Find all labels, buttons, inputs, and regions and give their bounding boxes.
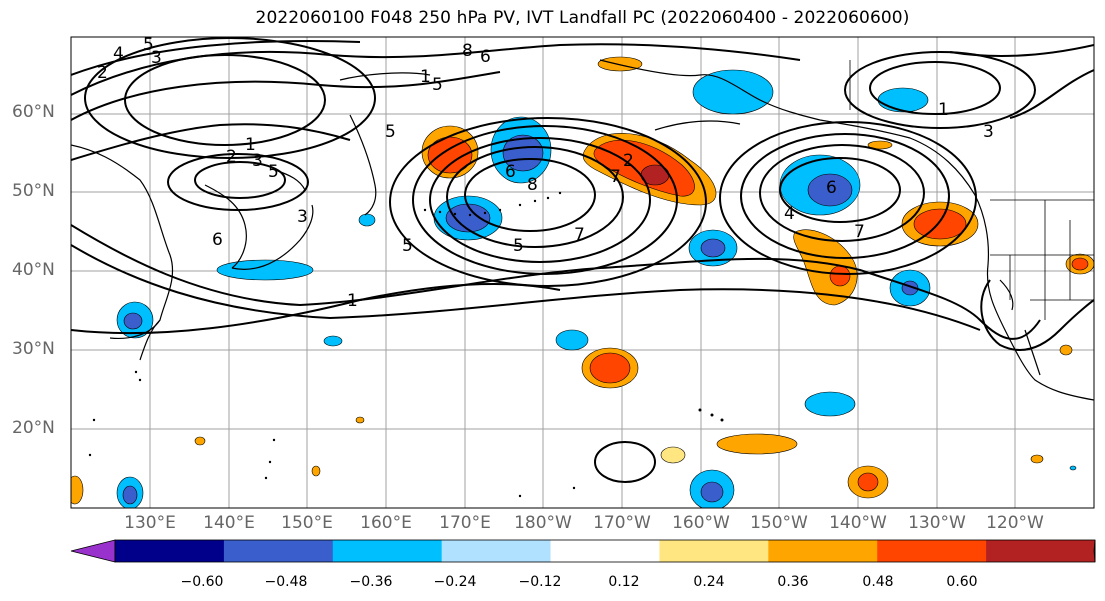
map-panel: 5 4 2 3 8 6 1 5 1 2 3 5 3 6 5 1 8 6 5 7 … <box>71 35 1094 508</box>
colorbar-tick: −0.60 <box>180 574 224 590</box>
contour-labels: 5 4 2 3 8 6 1 5 1 2 3 5 3 6 5 1 8 6 5 7 … <box>97 35 994 311</box>
contour-label: 3 <box>297 207 308 227</box>
positive-anomaly-patches <box>71 56 1094 505</box>
contour-label: 5 <box>268 162 279 182</box>
lat-label-40n: 40°N <box>12 260 55 280</box>
contour-label: 5 <box>513 236 524 256</box>
lat-label-50n: 50°N <box>12 181 55 201</box>
colorbar-tick: 0.48 <box>862 574 894 590</box>
contour-label: 4 <box>113 44 124 64</box>
contour-label: 5 <box>432 75 443 95</box>
contour-label: 7 <box>610 167 621 187</box>
colorbar-segment <box>550 540 660 562</box>
contour-label: 6 <box>505 162 516 182</box>
lat-label-30n: 30°N <box>12 339 55 359</box>
lon-label: 160°E <box>360 513 412 533</box>
colorbar-tick: −0.24 <box>433 574 477 590</box>
lon-label: 130°W <box>908 513 966 533</box>
colorbar-tick: 0.12 <box>608 574 640 590</box>
colorbar-tick: 0.24 <box>693 574 725 590</box>
lon-label: 140°E <box>203 513 255 533</box>
contour-label: 4 <box>784 204 795 224</box>
contour-label: 2 <box>623 151 634 171</box>
political-borders <box>849 60 1094 320</box>
contour-label: 7 <box>854 222 865 242</box>
contour-label: 2 <box>97 63 108 83</box>
colorbar-tick: 0.36 <box>777 574 809 590</box>
contour-label: 5 <box>143 35 154 55</box>
coastlines <box>71 59 1094 401</box>
colorbar <box>70 539 1096 563</box>
colorbar-tick: −0.36 <box>349 574 393 590</box>
pv-contours <box>71 37 1094 483</box>
contour-label: 3 <box>983 122 994 142</box>
colorbar-segment <box>115 540 225 562</box>
lat-label-60n: 60°N <box>12 102 55 122</box>
colorbar-frame <box>114 539 1096 563</box>
contour-label: 6 <box>826 178 837 198</box>
colorbar-tick: −0.48 <box>264 574 308 590</box>
contour-label: 1 <box>420 67 431 87</box>
lon-label: 170°W <box>593 513 651 533</box>
contour-label: 1 <box>938 100 949 120</box>
contour-label: 7 <box>574 225 585 245</box>
contour-label: 5 <box>402 236 413 256</box>
colorbar-tick: 0.60 <box>946 574 978 590</box>
contour-label: 1 <box>347 291 358 311</box>
islands <box>88 191 724 498</box>
contour-label: 6 <box>480 47 491 67</box>
lon-label: 170°E <box>439 513 491 533</box>
lon-label: 130°E <box>124 513 176 533</box>
contour-label: 6 <box>212 230 223 250</box>
colorbar-segment <box>659 540 769 562</box>
lat-label-20n: 20°N <box>12 418 55 438</box>
contour-label: 8 <box>527 175 538 195</box>
colorbar-segment <box>332 540 443 562</box>
lon-label: 140°W <box>829 513 887 533</box>
lon-label: 120°W <box>986 513 1044 533</box>
colorbar-segment <box>223 540 334 562</box>
lon-label: 150°E <box>281 513 333 533</box>
negative-anomaly-patches <box>116 69 1077 508</box>
lon-label: 150°W <box>750 513 808 533</box>
lon-label: 160°W <box>672 513 730 533</box>
lon-label: 180°W <box>514 513 572 533</box>
map-frame <box>70 36 1095 509</box>
contour-label: 3 <box>252 151 263 171</box>
colorbar-segment <box>986 540 1096 562</box>
contour-label: 1 <box>245 135 256 155</box>
contour-label: 2 <box>226 147 237 167</box>
contour-label: 8 <box>462 41 473 61</box>
colorbar-segment <box>877 540 987 562</box>
contour-label: 3 <box>151 48 162 68</box>
colorbar-extend-low <box>70 539 116 563</box>
colorbar-segment <box>768 540 878 562</box>
colorbar-tick: −0.12 <box>518 574 562 590</box>
contour-label: 5 <box>385 122 396 142</box>
colorbar-segment <box>441 540 552 562</box>
page-title: 2022060100 F048 250 hPa PV, IVT Landfall… <box>255 8 910 28</box>
